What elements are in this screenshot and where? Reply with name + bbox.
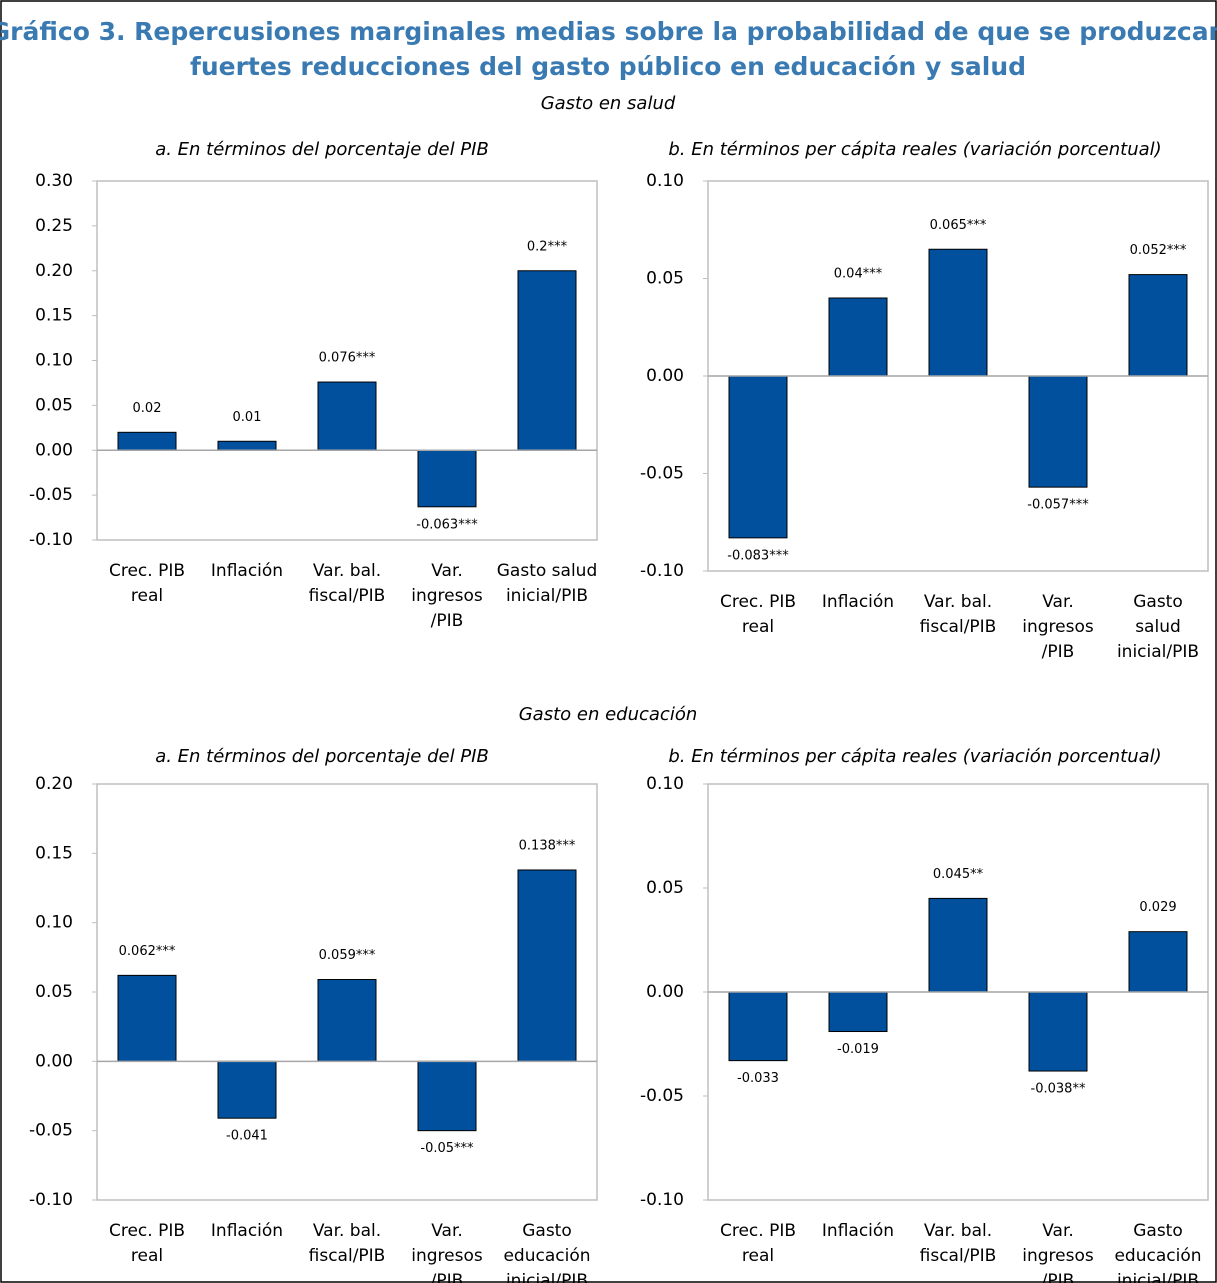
- x-tick-label: Crec. PIB real: [720, 592, 796, 637]
- y-tick-label: 0.00: [646, 982, 684, 1002]
- x-tick-label: Inflación: [822, 592, 894, 612]
- chart-subtitle: a. En términos del porcentaje del PIB: [155, 139, 489, 160]
- y-tick-label: -0.05: [640, 464, 684, 484]
- bar: [217, 1060, 277, 1119]
- y-tick-label: -0.10: [640, 561, 684, 581]
- y-tick-label: 0.10: [646, 774, 684, 794]
- y-tick-label: 0.30: [35, 171, 73, 191]
- x-tick-label: Var. bal. fiscal/PIB: [920, 592, 997, 637]
- y-tick-label: -0.05: [29, 1121, 73, 1141]
- y-tick-label: 0.05: [646, 269, 684, 289]
- value-label: 0.065***: [930, 218, 987, 233]
- y-tick-label: 0.00: [35, 1051, 73, 1071]
- x-tick-label: Inflación: [211, 1221, 283, 1241]
- y-tick-label: 0.05: [35, 982, 73, 1002]
- y-tick-label: 0.15: [35, 843, 73, 863]
- y-tick-label: -0.05: [29, 485, 73, 505]
- y-tick-label: 0.00: [35, 440, 73, 460]
- x-tick-label: Var. ingresos/PIB: [1022, 592, 1094, 662]
- bar: [417, 449, 477, 508]
- value-label: -0.038**: [1031, 1082, 1086, 1097]
- section-heading: Gasto en salud: [541, 93, 676, 114]
- chart-subtitle: b. En términos per cápita reales (variac…: [668, 746, 1161, 767]
- bar: [928, 897, 988, 993]
- x-tick-label: Gasto salud inicial/PIB: [1117, 592, 1199, 662]
- value-label: -0.057***: [1027, 498, 1089, 513]
- x-tick-label: Crec. PIB real: [109, 1221, 185, 1266]
- bar: [217, 440, 277, 451]
- bar: [517, 270, 577, 451]
- value-label: -0.05***: [420, 1141, 474, 1156]
- value-label: 0.138***: [519, 838, 576, 853]
- y-tick-label: 0.05: [35, 395, 73, 415]
- bar: [1028, 991, 1088, 1072]
- x-tick-label: Inflación: [211, 561, 283, 581]
- x-tick-label: Crec. PIB real: [109, 561, 185, 606]
- title-line: Gráfico 3. Repercusiones marginales medi…: [0, 17, 1217, 46]
- y-tick-label: 0.10: [646, 171, 684, 191]
- value-label: 0.062***: [119, 944, 176, 959]
- bar: [317, 979, 377, 1062]
- y-tick-label: -0.10: [29, 1190, 73, 1210]
- chart-subtitle: b. En términos per cápita reales (variac…: [668, 139, 1161, 160]
- y-tick-label: 0.10: [35, 913, 73, 933]
- bar: [728, 991, 788, 1062]
- y-tick-label: -0.10: [29, 530, 73, 550]
- value-label: -0.019: [837, 1042, 879, 1057]
- bar: [1028, 375, 1088, 488]
- x-tick-label: Gasto salud inicial/PIB: [497, 561, 597, 606]
- x-tick-label: Gasto educación inicial/PIB: [1114, 1221, 1201, 1283]
- y-tick-label: 0.15: [35, 306, 73, 326]
- value-label: -0.033: [737, 1071, 779, 1086]
- y-tick-label: -0.10: [640, 1190, 684, 1210]
- x-tick-label: Var. bal. fiscal/PIB: [920, 1221, 997, 1266]
- title-line: fuertes reducciones del gasto público en…: [190, 52, 1026, 81]
- x-tick-label: Gasto educación inicial/PIB: [503, 1221, 590, 1283]
- x-tick-label: Var. bal. fiscal/PIB: [309, 1221, 386, 1266]
- bar: [417, 1060, 477, 1132]
- x-tick-label: Var. ingresos/PIB: [411, 1221, 483, 1283]
- value-label: -0.063***: [416, 517, 478, 532]
- y-tick-label: -0.05: [640, 1086, 684, 1106]
- value-label: 0.052***: [1130, 243, 1187, 258]
- bar: [728, 375, 788, 539]
- value-label: 0.02: [133, 401, 162, 416]
- value-label: 0.2***: [527, 239, 568, 254]
- y-tick-label: 0.10: [35, 351, 73, 371]
- value-label: -0.083***: [727, 548, 789, 563]
- x-tick-label: Var. ingresos/PIB: [411, 561, 483, 631]
- x-tick-label: Var. ingresos/PIB: [1022, 1221, 1094, 1283]
- bar: [828, 297, 888, 377]
- y-tick-label: 0.00: [646, 366, 684, 386]
- y-tick-label: 0.25: [35, 216, 73, 236]
- value-label: 0.045**: [933, 867, 984, 882]
- value-label: 0.076***: [319, 351, 376, 366]
- value-label: 0.04***: [834, 267, 883, 282]
- value-label: -0.041: [226, 1129, 268, 1144]
- bar: [928, 248, 988, 377]
- bar: [117, 974, 177, 1062]
- bar: [1128, 274, 1188, 377]
- y-tick-label: 0.20: [35, 774, 73, 794]
- bar: [517, 869, 577, 1062]
- value-label: 0.01: [233, 410, 262, 425]
- x-tick-label: Var. bal. fiscal/PIB: [309, 561, 386, 606]
- y-tick-label: 0.20: [35, 261, 73, 281]
- section-heading: Gasto en educación: [519, 704, 698, 725]
- bar: [117, 431, 177, 451]
- y-tick-label: 0.05: [646, 878, 684, 898]
- chart-subtitle: a. En términos del porcentaje del PIB: [155, 746, 489, 767]
- bar: [828, 991, 888, 1033]
- x-tick-label: Inflación: [822, 1221, 894, 1241]
- bar: [1128, 931, 1188, 993]
- x-tick-label: Crec. PIB real: [720, 1221, 796, 1266]
- value-label: 0.059***: [319, 948, 376, 963]
- bar: [317, 381, 377, 451]
- value-label: 0.029: [1139, 900, 1176, 915]
